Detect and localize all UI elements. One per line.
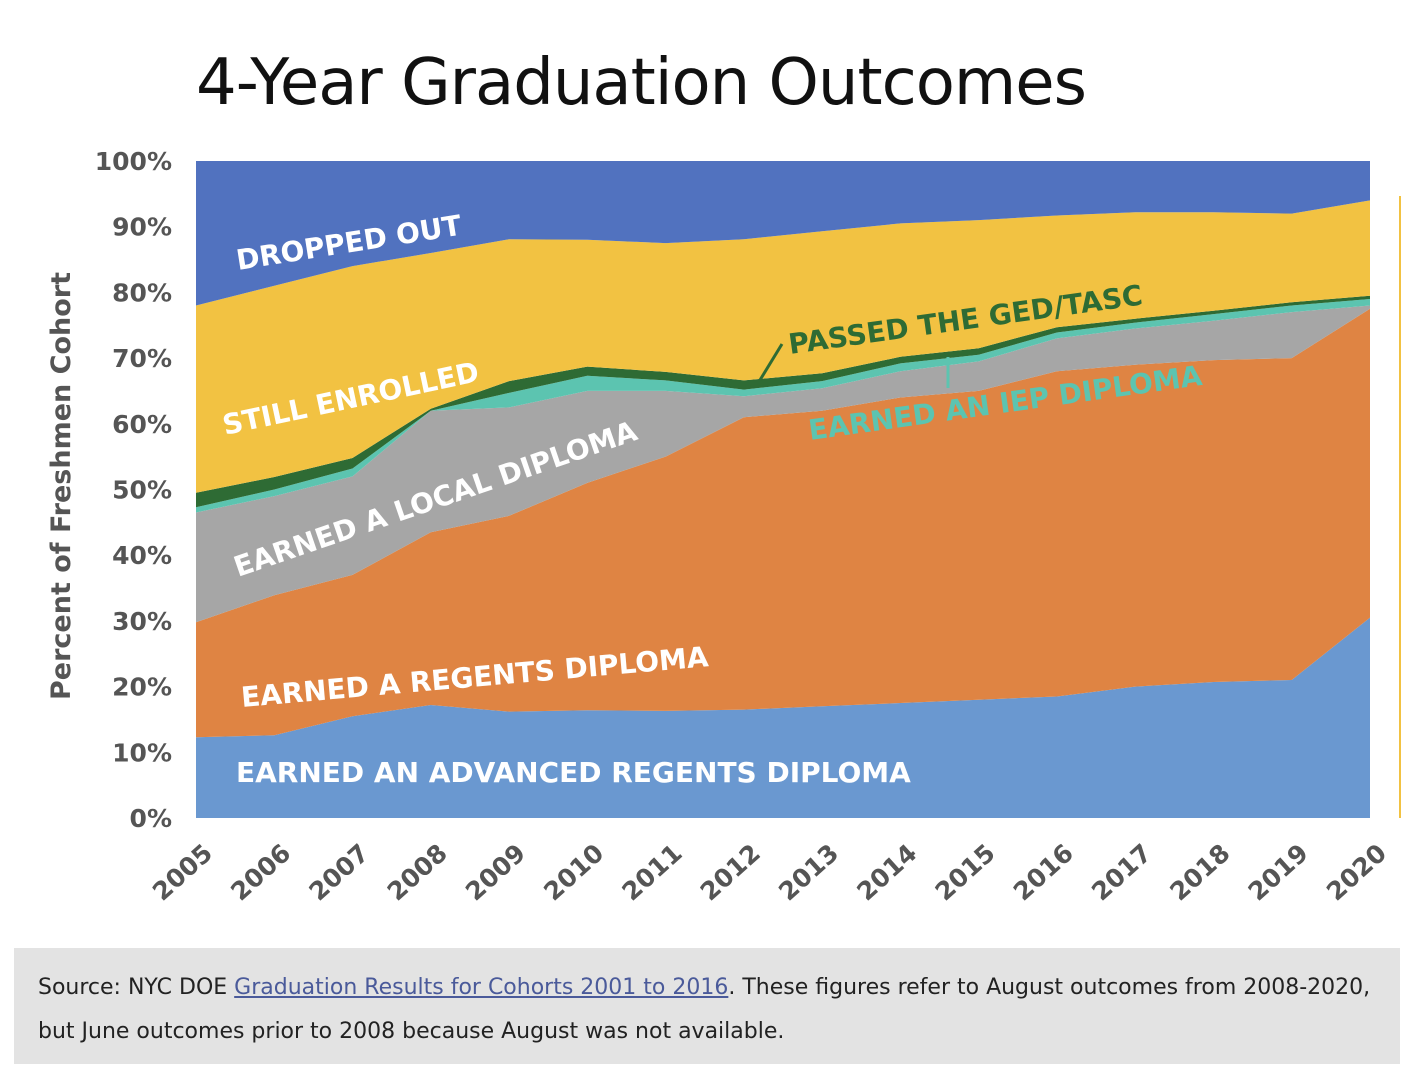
area-series-0 <box>196 617 1370 818</box>
y-axis-ticks: 0% 10% 20% 30% 40% 50% 60% 70% 80% 90% 100% <box>95 147 172 833</box>
series-label-0: EARNED AN ADVANCED REGENTS DIPLOMA <box>236 756 911 789</box>
area-series-5 <box>196 200 1370 493</box>
x-tick-label: 2012 <box>695 838 766 906</box>
y-tick-label: 70% <box>112 344 172 373</box>
stacked-area-chart: 0%10%20%30%40%50%60%70%80%90%100% 2005 20… <box>46 147 1401 906</box>
x-tick-label: 2018 <box>1164 838 1235 906</box>
y-tick-label: 0% <box>130 804 172 833</box>
y-tick-label: 10% <box>112 738 172 767</box>
y-tick-label: 60% <box>112 410 172 439</box>
chart-title: 4-Year Graduation Outcomes <box>196 46 1087 120</box>
x-tick-label: 2010 <box>538 838 609 906</box>
x-tick-label: 2015 <box>930 838 1001 906</box>
area-series-2 <box>196 305 1370 623</box>
x-axis-ticks: 2005 2006 2007 2008 2009 2010 2011 2012 2013 2014… <box>147 838 1392 906</box>
y-axis-label: Percent of Freshmen Cohort <box>46 272 77 700</box>
y-tick-label: 80% <box>112 278 172 307</box>
x-tick-label: 2013 <box>773 838 844 906</box>
y-tick-label: 40% <box>112 541 172 570</box>
x-tick-label: 2005 <box>147 838 218 906</box>
source-link[interactable]: Graduation Results for Cohorts 2001 to 2… <box>234 975 729 1000</box>
ged-leader-line <box>758 343 784 381</box>
source-note: Source: NYC DOE Graduation Results for C… <box>14 948 1400 1064</box>
x-tick-label: 2006 <box>225 838 296 906</box>
area-series-1 <box>196 308 1370 738</box>
area-layers <box>196 161 1370 818</box>
x-tick-label: 2007 <box>303 838 374 906</box>
y-tick-label: 30% <box>112 607 172 636</box>
x-tick-label: 2019 <box>1243 838 1314 906</box>
source-prefix: Source: NYC DOE <box>38 975 235 1000</box>
y-tick-label: 90% <box>112 213 172 242</box>
source-suffix: . These figures refer to August outcomes… <box>38 975 1371 1044</box>
x-tick-label: 2017 <box>1086 838 1157 906</box>
y-tick-label: 50% <box>112 476 172 505</box>
x-tick-label: 2014 <box>851 838 922 906</box>
x-tick-label: 2008 <box>382 838 453 906</box>
x-tick-label: 2009 <box>460 838 531 906</box>
y-tick-label: 20% <box>112 673 172 702</box>
area-series-6 <box>196 161 1370 306</box>
x-tick-label: 2020 <box>1321 838 1392 906</box>
x-tick-label: 2011 <box>617 838 688 906</box>
y-tick-label: 100% <box>95 147 172 176</box>
x-tick-label: 2016 <box>1008 838 1079 906</box>
